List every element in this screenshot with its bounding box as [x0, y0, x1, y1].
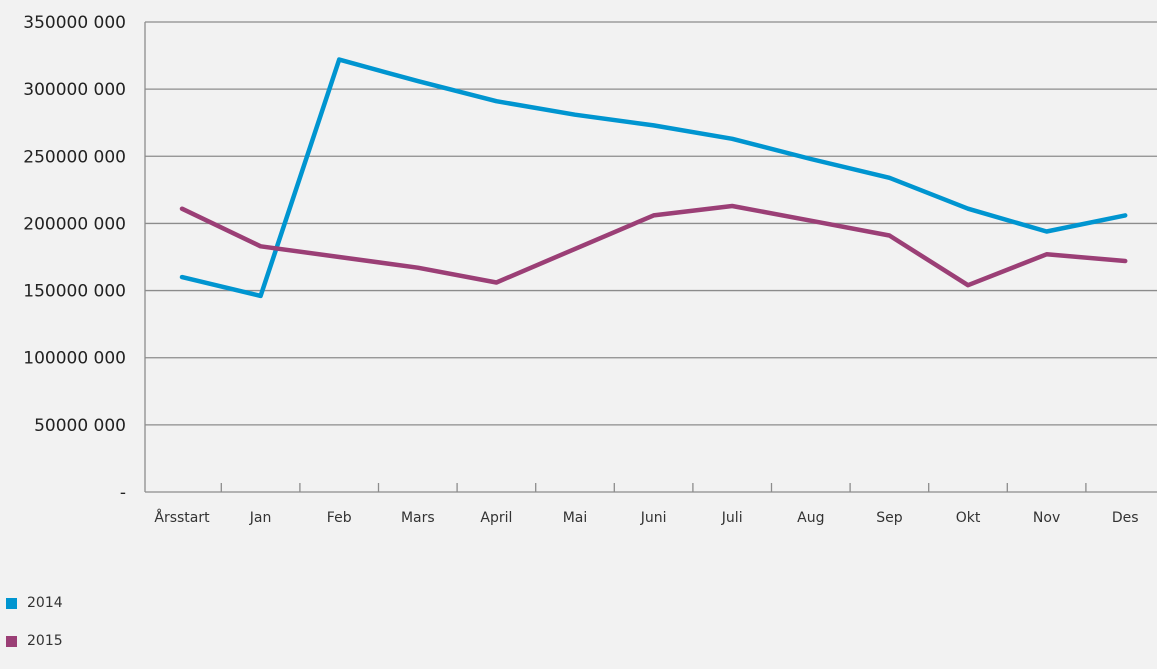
- line-chart: - 50000 000 100000 000 150000 000 200000 000…: [23, 13, 1157, 526]
- x-axis-ticks: Årsstart Jan Feb Mars April Mai Juni Juli Aug Sep…: [154, 509, 1138, 526]
- y-tick-label: 100000 000: [23, 349, 126, 369]
- x-tick-label: Årsstart: [154, 509, 210, 526]
- y-tick-label: 150000 000: [23, 282, 126, 302]
- x-tick-label: Mai: [563, 510, 588, 526]
- y-tick-label: 200000 000: [23, 214, 126, 234]
- x-tick-label: Okt: [956, 510, 981, 526]
- x-tick-label: Jan: [249, 510, 272, 526]
- series-line-2015: [179, 203, 1128, 288]
- legend-swatch-2014: [6, 597, 17, 609]
- legend-item-2014: 2014: [6, 593, 63, 613]
- legend: 2014 2015: [6, 593, 63, 669]
- grid-lines: [145, 21, 1157, 426]
- series-line-2014: [179, 57, 1128, 299]
- y-axis-ticks: - 50000 000 100000 000 150000 000 200000 000…: [23, 13, 126, 503]
- legend-label-2015: 2015: [27, 633, 63, 649]
- x-tick-label: Aug: [797, 510, 824, 526]
- x-tick-label: Juni: [640, 510, 667, 526]
- x-tick-label: Mars: [401, 510, 435, 526]
- x-tick-label: Juli: [721, 510, 743, 526]
- x-tick-label: April: [480, 510, 512, 526]
- series-lines: [179, 57, 1128, 299]
- legend-item-2015: 2015: [6, 631, 63, 651]
- x-tick-label: Feb: [327, 510, 352, 526]
- x-tick-label: Sep: [876, 510, 903, 526]
- axes: [144, 22, 1157, 493]
- x-tick-label: Nov: [1033, 510, 1060, 526]
- y-tick-label: 300000 000: [23, 80, 126, 100]
- y-tick-label: 350000 000: [23, 13, 126, 33]
- y-tick-label: 250000 000: [23, 147, 126, 167]
- legend-swatch-2015: [6, 635, 17, 647]
- y-tick-label: -: [120, 483, 126, 503]
- x-tick-label: Des: [1112, 510, 1139, 526]
- legend-label-2014: 2014: [27, 595, 63, 611]
- y-tick-label: 50000 000: [34, 416, 126, 436]
